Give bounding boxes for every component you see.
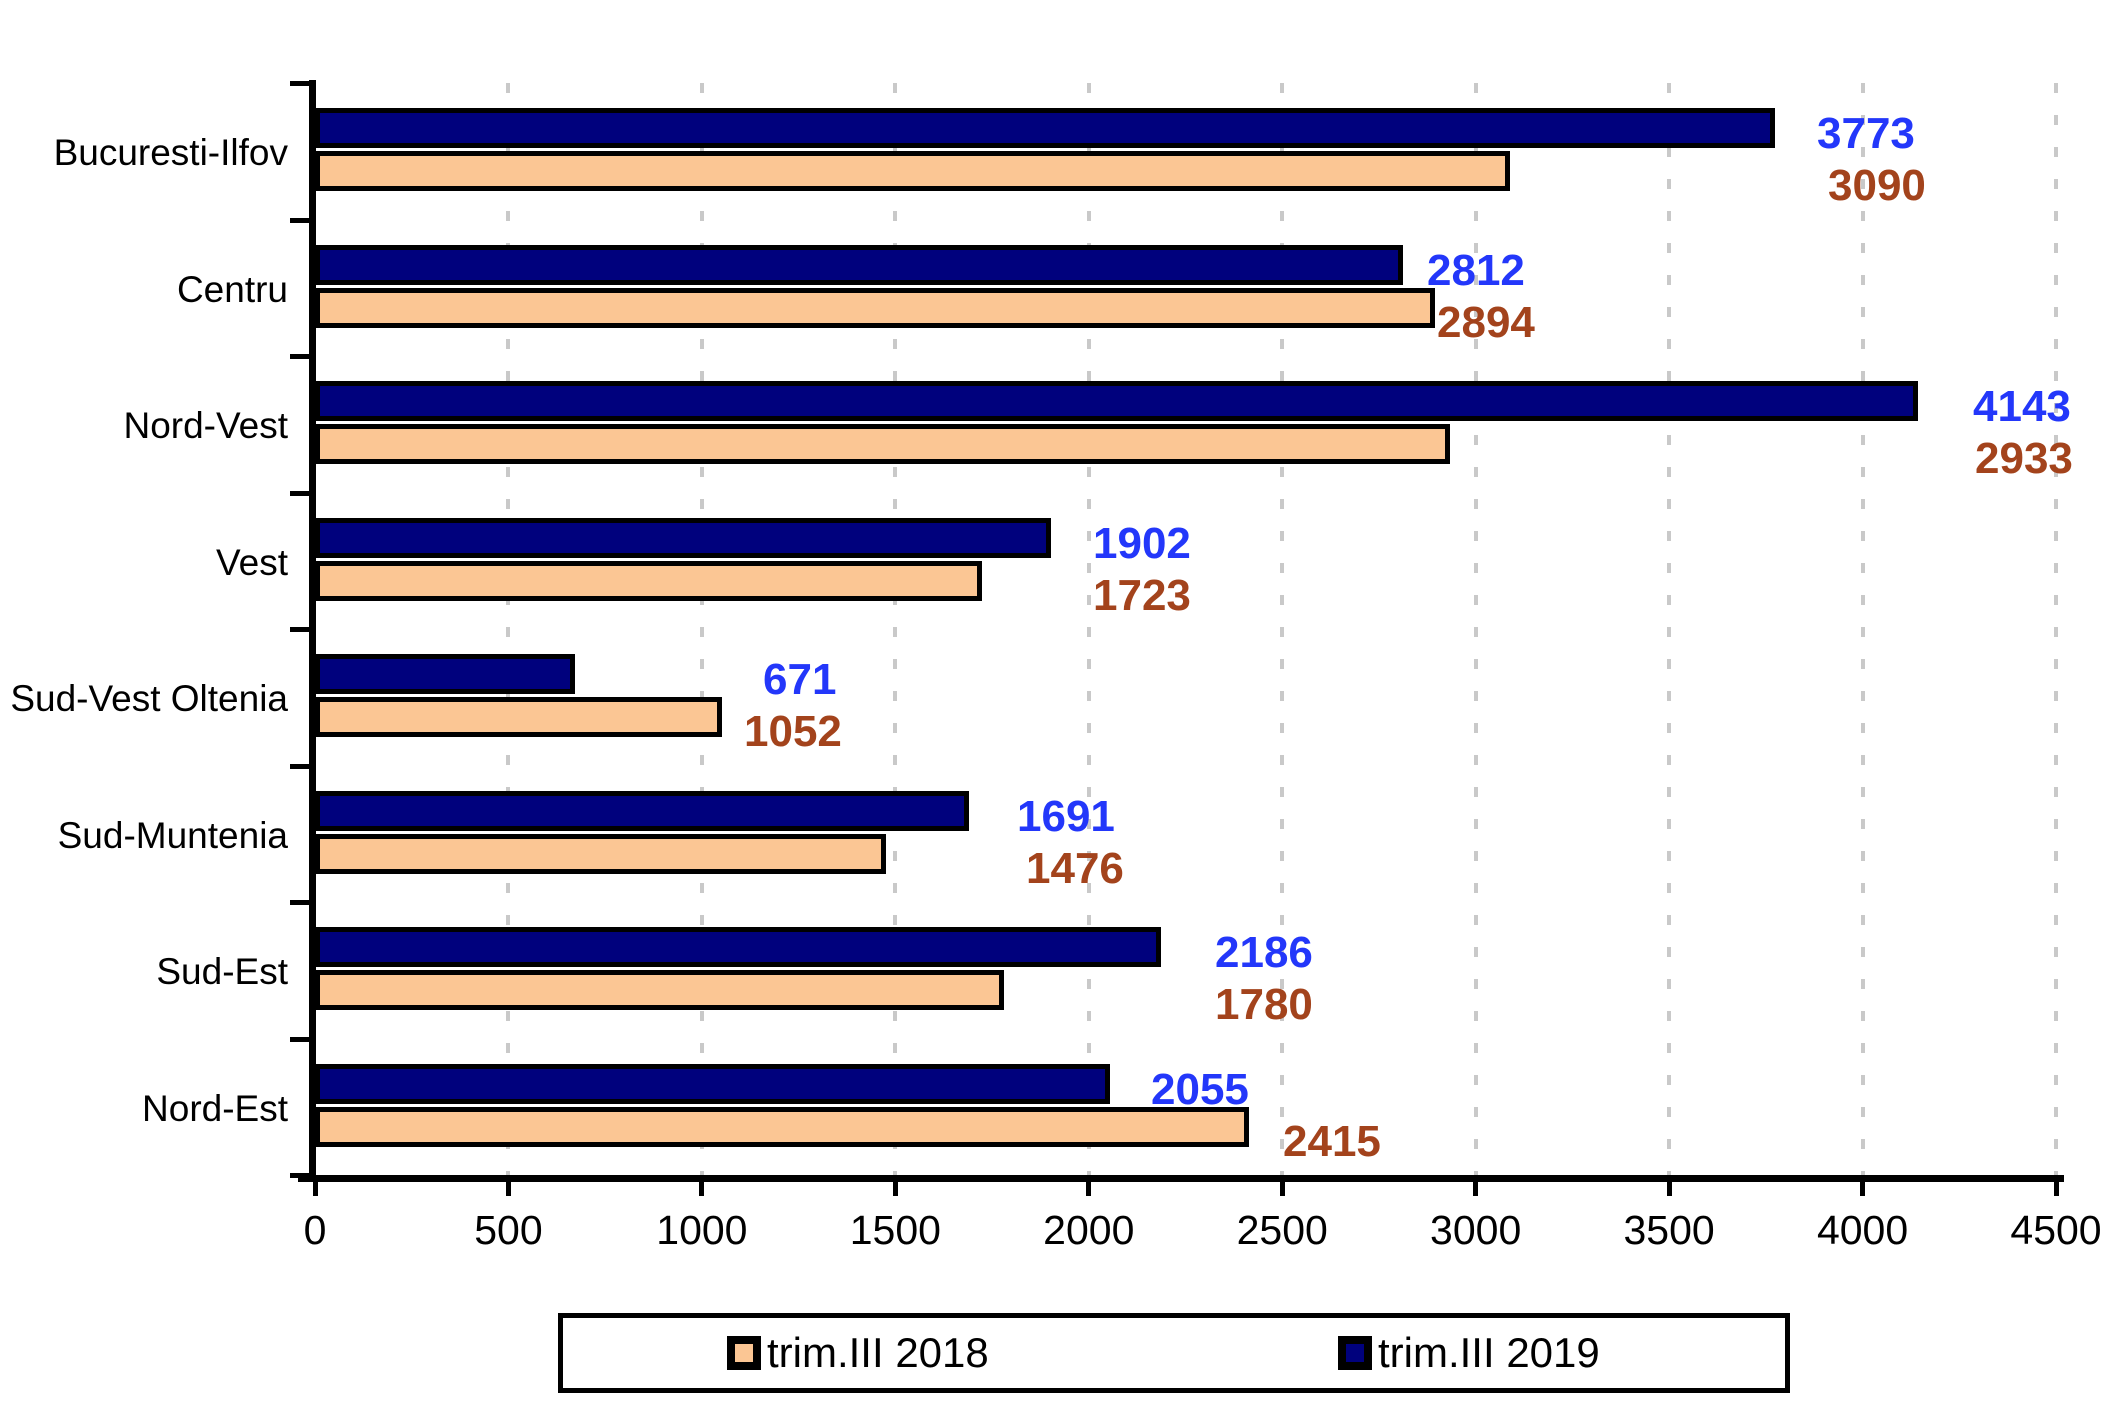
value-label-2018: 2415 [1283,1116,1381,1166]
bar-trim-iii-2019 [315,927,1161,967]
bar-trim-iii-2018 [315,833,886,874]
x-axis-tick-label: 3500 [1623,1207,1715,1253]
x-axis-tick [699,1175,705,1196]
gridline [699,83,704,1175]
value-label-2018: 1476 [1026,843,1124,893]
value-label-2019: 3773 [1817,109,1915,158]
x-axis-tick [312,1175,318,1196]
x-axis-tick-label: 4500 [2010,1207,2102,1253]
legend-item-trim-iii-2018: trim.III 2018 [727,1318,1177,1388]
bar-trim-iii-2018 [315,424,1450,464]
x-axis-tick-label: 4000 [1816,1207,1909,1253]
bar-trim-iii-2018 [315,560,982,601]
gridline [506,83,511,1175]
x-axis-tick [892,1175,898,1196]
x-axis-tick-label: 2000 [1043,1207,1135,1253]
category-label: Sud-Est [156,951,288,992]
legend-item-trim-iii-2019: trim.III 2019 [1338,1318,1788,1388]
x-axis-tick [1086,1175,1092,1196]
value-label-2019: 1691 [1017,791,1115,841]
x-axis-tick [1279,1175,1285,1196]
category-label: Nord-Est [142,1087,288,1129]
gridline [1860,83,1865,1175]
category-label: Vest [216,541,288,583]
y-axis-tick [290,354,315,359]
y-axis-tick [290,217,315,223]
y-axis-tick [290,900,315,905]
legend: trim.III 2018 trim.III 2019 [558,1313,1790,1393]
legend-swatch-trim-iii-2019 [1338,1336,1372,1370]
value-label-2018: 1723 [1093,570,1191,620]
bar-trim-iii-2018 [315,287,1435,328]
gridline [2054,83,2058,1175]
bar-trim-iii-2018 [315,1106,1249,1147]
x-axis-tick [1666,1175,1672,1196]
y-axis-tick [290,1036,315,1042]
x-axis-tick [1860,1175,1866,1196]
bar-trim-iii-2019 [315,790,969,831]
bar-trim-iii-2019 [315,381,1918,421]
bar-trim-iii-2019 [315,1063,1110,1104]
y-axis-tick [290,490,315,496]
bar-trim-iii-2019 [315,517,1051,558]
value-label-2019: 1902 [1093,518,1191,568]
value-label-2019: 4143 [1973,382,2071,431]
bar-trim-iii-2018 [315,970,1004,1010]
category-label: Sud-Muntenia [57,814,288,856]
value-label-2018: 3090 [1828,161,1926,210]
category-label: Sud-Vest Oltenia [10,678,288,719]
category-label: Centru [176,268,288,310]
x-axis-tick [1473,1175,1479,1196]
value-label-2019: 2812 [1427,245,1525,295]
x-axis-tick [2053,1175,2059,1196]
gridline [1280,83,1285,1175]
bar-trim-iii-2019 [315,108,1775,148]
gridline [1667,83,1672,1175]
y-axis-tick [290,81,315,86]
bar-trim-iii-2018 [315,697,722,737]
x-axis-tick [505,1175,511,1196]
category-label: Bucuresti-Ilfov [53,132,288,173]
value-label-2018: 2894 [1437,297,1535,347]
x-axis-line [298,1175,2064,1182]
bar-trim-iii-2018 [315,151,1510,191]
gridline [1086,83,1091,1175]
value-label-2018: 1780 [1215,980,1313,1029]
gridline [1473,83,1478,1175]
value-label-2019: 2186 [1215,928,1313,977]
y-axis-tick [290,627,315,632]
bar-trim-iii-2019 [315,654,575,694]
bar-trim-iii-2019 [315,244,1403,285]
x-axis-tick-label: 1000 [656,1207,748,1253]
x-axis-tick-label: 500 [474,1207,543,1253]
value-label-2019: 2055 [1151,1064,1249,1114]
value-label-2018: 1052 [744,707,842,756]
category-label: Nord-Vest [123,405,288,446]
x-axis-tick-label: 2500 [1236,1207,1328,1253]
legend-label-trim-iii-2018: trim.III 2018 [767,1329,989,1376]
y-axis-tick [290,1173,315,1178]
value-label-2019: 671 [763,655,837,704]
legend-label-trim-iii-2019: trim.III 2019 [1378,1329,1600,1376]
x-axis-tick-label: 0 [303,1207,327,1253]
legend-swatch-trim-iii-2018 [727,1336,761,1370]
gridline [893,83,898,1175]
value-label-2018: 2933 [1975,434,2073,483]
x-axis-tick-label: 3000 [1430,1207,1522,1253]
x-axis-tick-label: 1500 [849,1207,941,1253]
y-axis-tick [290,763,315,769]
